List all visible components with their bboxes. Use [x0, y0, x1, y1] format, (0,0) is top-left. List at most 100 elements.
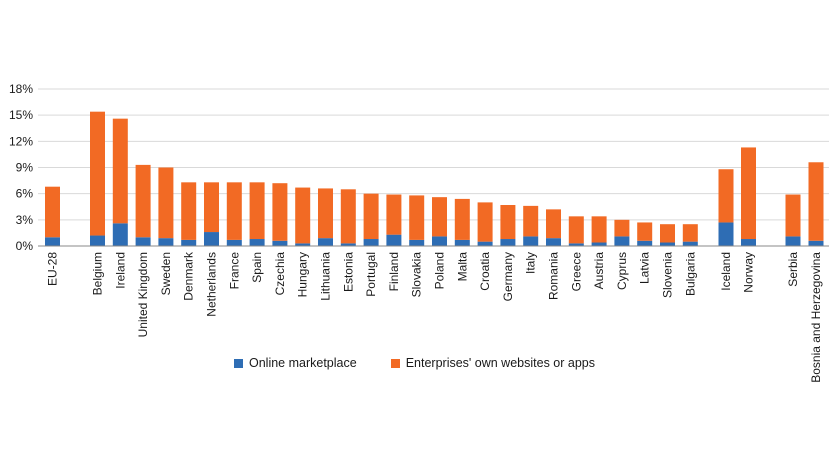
x-category-label: France — [227, 252, 241, 290]
bar-own-websites — [181, 182, 197, 240]
bar-own-websites — [637, 222, 653, 241]
bar-own-websites — [158, 167, 174, 239]
x-category-label: Finland — [387, 252, 401, 291]
bar-online-marketplace — [318, 238, 333, 246]
y-tick-label: 6% — [16, 187, 34, 201]
legend-item-online: Online marketplace — [234, 356, 357, 370]
bar-own-websites — [546, 209, 561, 239]
bar-online-marketplace — [226, 239, 242, 246]
y-tick-label: 12% — [9, 134, 33, 148]
bar-own-websites — [226, 182, 242, 240]
bar-online-marketplace — [741, 239, 756, 246]
bar-online-marketplace — [546, 238, 561, 246]
x-category-label: Malta — [455, 252, 469, 282]
bar-online-marketplace — [785, 236, 801, 246]
x-category-label: Bosnia and Herzegovina — [809, 252, 823, 383]
bar-own-websites — [568, 216, 584, 244]
x-category-label: United Kingdom — [136, 252, 150, 337]
x-category-label: Sweden — [159, 252, 173, 295]
x-category-label: Croatia — [478, 252, 492, 291]
x-category-label: Spain — [250, 252, 264, 283]
legend-swatch-online — [234, 358, 243, 368]
bar-own-websites — [135, 164, 151, 238]
legend-label-online: Online marketplace — [249, 356, 357, 370]
x-category-label: Latvia — [638, 252, 652, 284]
bar-own-websites — [112, 118, 128, 224]
x-category-label: Netherlands — [205, 252, 219, 317]
bar-own-websites — [432, 197, 447, 237]
y-axis-ticks: 0% 3% 6% 9% 12% 15% 18% — [9, 82, 33, 253]
bar-online-marketplace — [295, 243, 311, 246]
x-category-label: EU-28 — [46, 252, 60, 286]
bar-own-websites — [318, 188, 333, 239]
bar-online-marketplace — [808, 240, 824, 246]
legend-item-own: Enterprises' own websites or apps — [390, 356, 595, 370]
bar-own-websites — [741, 147, 756, 240]
bar-online-marketplace — [432, 236, 447, 246]
bar-online-marketplace — [682, 241, 698, 246]
bar-own-websites — [454, 198, 470, 240]
bar-online-marketplace — [614, 236, 630, 246]
x-category-label: Slovakia — [410, 252, 424, 298]
bar-own-websites — [477, 202, 493, 242]
bar-online-marketplace — [249, 239, 265, 246]
bar-online-marketplace — [523, 236, 539, 246]
y-tick-label: 15% — [9, 108, 33, 122]
bar-online-marketplace — [718, 222, 734, 246]
bar-own-websites — [45, 186, 60, 238]
x-category-label: Poland — [433, 252, 447, 289]
bar-online-marketplace — [500, 239, 516, 246]
bars — [45, 111, 824, 246]
x-category-label: Hungary — [296, 252, 310, 297]
bar-online-marketplace — [204, 232, 219, 246]
legend: Online marketplace Enterprises' own webs… — [0, 356, 829, 370]
bar-online-marketplace — [637, 240, 653, 246]
bar-own-websites — [718, 169, 734, 223]
x-category-label: Austria — [592, 252, 606, 290]
x-category-label: Lithuania — [319, 252, 333, 301]
x-category-label: Greece — [569, 252, 583, 292]
y-tick-label: 0% — [16, 239, 34, 253]
bar-online-marketplace — [386, 234, 402, 246]
x-category-label: Belgium — [91, 252, 105, 295]
bar-online-marketplace — [660, 242, 675, 246]
x-category-label: Denmark — [182, 251, 196, 301]
bar-online-marketplace — [181, 239, 197, 246]
x-category-label: Norway — [742, 252, 756, 293]
bar-online-marketplace — [45, 237, 60, 246]
bar-own-websites — [682, 224, 698, 242]
x-category-label: Czechia — [273, 252, 287, 296]
x-category-label: Estonia — [341, 252, 355, 292]
x-category-label: Iceland — [719, 252, 733, 291]
y-tick-label: 9% — [16, 161, 34, 175]
bar-own-websites — [363, 193, 379, 240]
bar-online-marketplace — [158, 238, 174, 246]
bar-own-websites — [660, 224, 675, 243]
bar-own-websites — [272, 183, 288, 241]
x-category-label: Cyprus — [615, 252, 629, 290]
x-category-label: Ireland — [113, 252, 127, 289]
bar-online-marketplace — [363, 239, 379, 246]
bar-online-marketplace — [591, 242, 607, 246]
bar-online-marketplace — [340, 243, 356, 246]
bar-own-websites — [204, 182, 219, 233]
bar-own-websites — [340, 189, 356, 244]
x-category-label: Germany — [501, 252, 515, 301]
bar-own-websites — [249, 182, 265, 240]
bar-online-marketplace — [454, 239, 470, 246]
bar-own-websites — [808, 162, 824, 241]
bar-own-websites — [90, 111, 105, 236]
bar-online-marketplace — [272, 240, 288, 246]
bar-online-marketplace — [135, 237, 151, 246]
bar-online-marketplace — [90, 235, 105, 246]
bar-own-websites — [409, 195, 425, 240]
legend-swatch-own — [390, 358, 400, 368]
bar-online-marketplace — [112, 223, 128, 246]
y-tick-label: 18% — [9, 82, 33, 96]
x-category-label: Romania — [547, 252, 561, 300]
x-axis-labels: EU-28 Belgium Ireland United Kingdom Sweden D… — [46, 251, 824, 383]
bar-online-marketplace — [568, 243, 584, 246]
bar-own-websites — [523, 205, 539, 237]
